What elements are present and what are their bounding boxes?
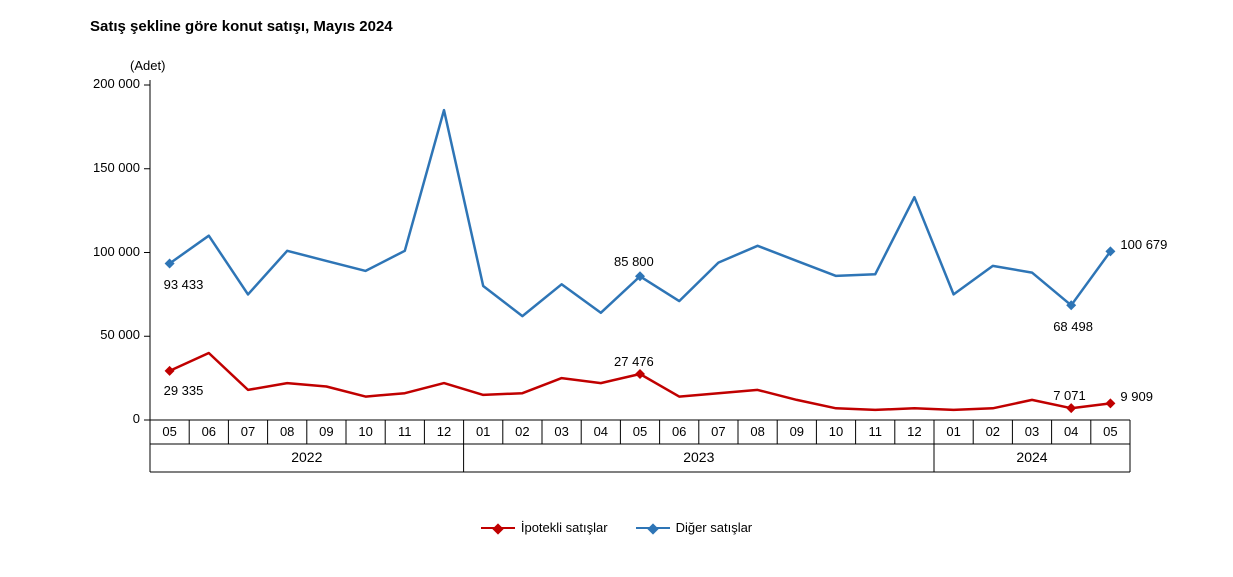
data-label: 100 679 xyxy=(1120,237,1167,252)
x-tick-label: 01 xyxy=(476,424,490,439)
x-tick-label: 07 xyxy=(241,424,255,439)
data-label: 85 800 xyxy=(614,254,654,269)
data-marker xyxy=(165,366,175,376)
series-line xyxy=(170,110,1111,316)
legend-label: İpotekli satışlar xyxy=(521,520,608,535)
legend-marker-icon xyxy=(647,523,658,534)
x-tick-label: 05 xyxy=(162,424,176,439)
y-tick-label: 150 000 xyxy=(50,160,140,175)
legend-line-icon xyxy=(481,527,515,529)
x-tick-label: 05 xyxy=(1103,424,1117,439)
y-tick-label: 50 000 xyxy=(50,327,140,342)
year-label: 2024 xyxy=(1016,449,1047,465)
x-tick-label: 10 xyxy=(829,424,843,439)
x-tick-label: 05 xyxy=(633,424,647,439)
x-tick-label: 02 xyxy=(515,424,529,439)
x-tick-label: 04 xyxy=(1064,424,1078,439)
data-label: 93 433 xyxy=(164,277,204,292)
data-label: 68 498 xyxy=(1053,319,1093,334)
data-label: 7 071 xyxy=(1053,388,1086,403)
y-tick-label: 100 000 xyxy=(50,244,140,259)
data-marker xyxy=(1066,403,1076,413)
x-tick-label: 02 xyxy=(986,424,1000,439)
chart-container: Satış şekline göre konut satışı, Mayıs 2… xyxy=(0,0,1233,577)
data-label: 9 909 xyxy=(1120,389,1153,404)
legend: İpotekli satışlar Diğer satışlar xyxy=(0,520,1233,535)
y-tick-label: 0 xyxy=(50,411,140,426)
data-marker xyxy=(1105,398,1115,408)
x-tick-label: 03 xyxy=(1025,424,1039,439)
x-tick-label: 12 xyxy=(907,424,921,439)
x-tick-label: 09 xyxy=(790,424,804,439)
y-tick-label: 200 000 xyxy=(50,76,140,91)
x-tick-label: 04 xyxy=(594,424,608,439)
legend-line-icon xyxy=(636,527,670,529)
data-marker xyxy=(635,369,645,379)
data-label: 29 335 xyxy=(164,383,204,398)
x-tick-label: 11 xyxy=(398,424,412,439)
year-label: 2023 xyxy=(683,449,714,465)
x-tick-label: 10 xyxy=(358,424,372,439)
x-tick-label: 06 xyxy=(202,424,216,439)
x-tick-label: 07 xyxy=(711,424,725,439)
year-label: 2022 xyxy=(291,449,322,465)
x-tick-label: 08 xyxy=(280,424,294,439)
data-label: 27 476 xyxy=(614,354,654,369)
x-tick-label: 08 xyxy=(750,424,764,439)
x-tick-label: 12 xyxy=(437,424,451,439)
x-tick-label: 06 xyxy=(672,424,686,439)
x-tick-label: 03 xyxy=(554,424,568,439)
x-tick-label: 01 xyxy=(946,424,960,439)
x-tick-label: 11 xyxy=(868,424,882,439)
legend-marker-icon xyxy=(492,523,503,534)
legend-item: İpotekli satışlar xyxy=(481,520,608,535)
x-tick-label: 09 xyxy=(319,424,333,439)
legend-item: Diğer satışlar xyxy=(636,520,753,535)
legend-label: Diğer satışlar xyxy=(676,520,753,535)
